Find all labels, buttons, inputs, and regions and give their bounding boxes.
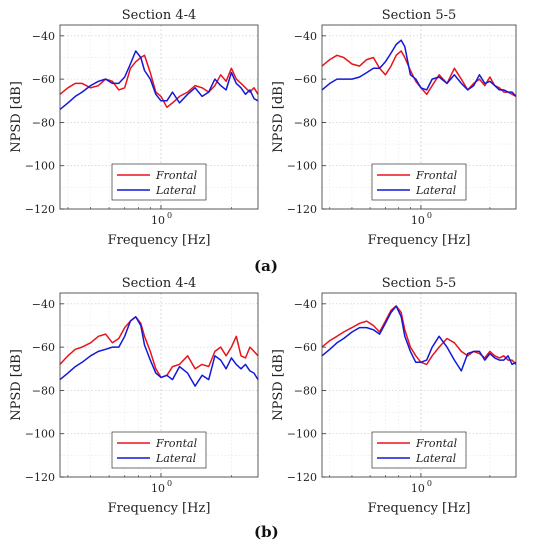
legend-label-lateral: Lateral <box>155 452 197 465</box>
y-tick-label: −40 <box>294 30 317 43</box>
y-tick-label: −100 <box>287 160 317 173</box>
chart-1: −40 −60 −80 −100 −120 10 0 Section 4-4 Frequency… <box>9 8 259 248</box>
chart-3: −40 −60 −80 −100 −120 10 0 Section 4-4 Frequency… <box>9 276 259 516</box>
chart-title: Section 4-4 <box>122 8 197 23</box>
y-tick-label: −80 <box>294 116 317 129</box>
plot-frame <box>321 24 517 210</box>
x-tick-exponent: 0 <box>427 479 432 488</box>
y-tick-label: −40 <box>32 30 55 43</box>
chart-title: Section 4-4 <box>122 276 197 291</box>
series-line-frontal <box>321 305 517 366</box>
chart-4: −40 −60 −80 −100 −120 10 0 Section 5-5 Frequency… <box>271 276 517 516</box>
x-tick-label: 10 <box>411 482 425 495</box>
y-tick-label: −40 <box>294 298 317 311</box>
x-tick-exponent: 0 <box>167 211 172 220</box>
chart-2: −40 −60 −80 −100 −120 10 0 Section 5-5 Frequency… <box>271 8 517 248</box>
y-tick-label: −80 <box>294 384 317 397</box>
y-tick-label: −60 <box>32 341 55 354</box>
series-line-frontal <box>59 54 259 109</box>
series-line-lateral <box>59 316 259 387</box>
legend-box <box>111 163 207 201</box>
x-axis-label: Frequency [Hz] <box>108 501 211 516</box>
legend-box <box>111 431 207 469</box>
series-line-lateral <box>59 50 259 110</box>
series-line-lateral <box>321 39 517 97</box>
legend: Frontal Lateral <box>111 163 207 201</box>
y-tick-label: −100 <box>25 160 55 173</box>
x-axis-label: Frequency [Hz] <box>368 233 471 248</box>
chart-title: Section 5-5 <box>382 276 457 291</box>
x-axis-label: Frequency [Hz] <box>368 501 471 516</box>
series-line-lateral <box>321 305 517 372</box>
legend-box <box>371 431 467 469</box>
x-tick-exponent: 0 <box>427 211 432 220</box>
caption-a: (a) <box>254 257 278 275</box>
y-tick-label: −80 <box>32 384 55 397</box>
x-tick-label: 10 <box>151 482 165 495</box>
caption-b: (b) <box>254 523 279 541</box>
y-axis-label: NPSD [dB] <box>271 349 286 421</box>
legend: Frontal Lateral <box>371 431 467 469</box>
y-tick-label: −60 <box>294 341 317 354</box>
legend-label-frontal: Frontal <box>415 437 458 450</box>
y-tick-label: −120 <box>287 471 317 484</box>
legend-box <box>371 163 467 201</box>
y-axis-label: NPSD [dB] <box>9 349 24 421</box>
legend: Frontal Lateral <box>371 163 467 201</box>
legend-label-frontal: Frontal <box>415 169 458 182</box>
chart-title: Section 5-5 <box>382 8 457 23</box>
y-tick-label: −40 <box>32 298 55 311</box>
legend-label-frontal: Frontal <box>155 437 198 450</box>
y-tick-label: −80 <box>32 116 55 129</box>
series-line-frontal <box>321 50 517 98</box>
plot-frame <box>321 292 517 478</box>
y-tick-label: −100 <box>287 428 317 441</box>
y-tick-label: −120 <box>25 203 55 216</box>
y-tick-label: −60 <box>294 73 317 86</box>
y-tick-label: −100 <box>25 428 55 441</box>
y-axis-label: NPSD [dB] <box>271 81 286 153</box>
x-tick-label: 10 <box>151 214 165 227</box>
plot-frame <box>59 24 259 210</box>
legend-label-lateral: Lateral <box>155 184 197 197</box>
legend-label-frontal: Frontal <box>155 169 198 182</box>
y-tick-label: −120 <box>25 471 55 484</box>
y-tick-label: −60 <box>32 73 55 86</box>
legend: Frontal Lateral <box>111 431 207 469</box>
y-tick-label: −120 <box>287 203 317 216</box>
y-axis-label: NPSD [dB] <box>9 81 24 153</box>
legend-label-lateral: Lateral <box>415 184 457 197</box>
x-tick-label: 10 <box>411 214 425 227</box>
legend-label-lateral: Lateral <box>415 452 457 465</box>
x-tick-exponent: 0 <box>167 479 172 488</box>
plot-frame <box>59 292 259 478</box>
x-axis-label: Frequency [Hz] <box>108 233 211 248</box>
